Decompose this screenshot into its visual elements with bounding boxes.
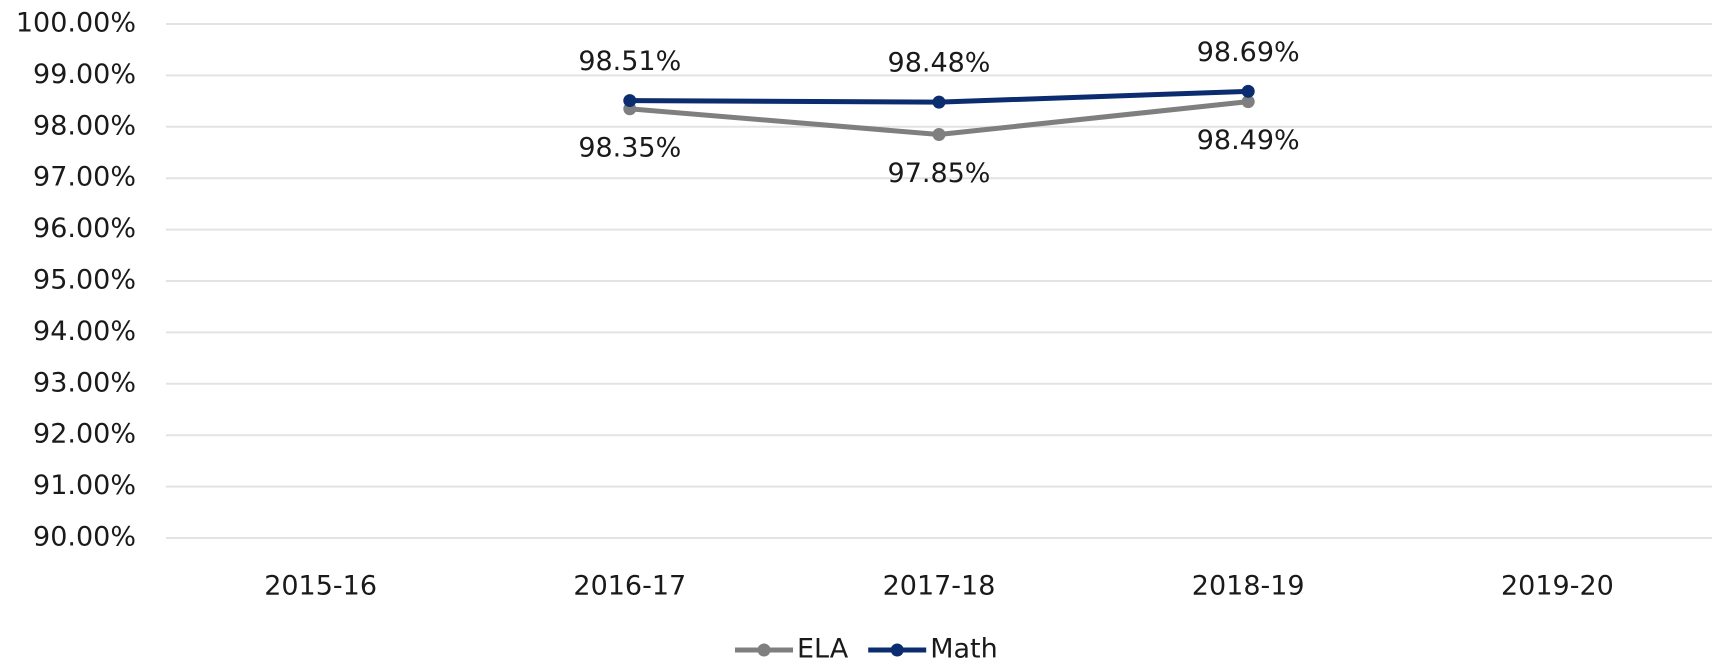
legend-label: Math bbox=[930, 634, 998, 665]
x-tick-label: 2018-19 bbox=[1192, 571, 1305, 602]
y-tick-label: 95.00% bbox=[33, 265, 136, 296]
x-tick-label: 2015-16 bbox=[264, 571, 377, 602]
y-tick-label: 98.00% bbox=[33, 110, 136, 141]
data-label: 98.69% bbox=[1197, 37, 1300, 68]
y-tick-label: 97.00% bbox=[33, 162, 136, 193]
legend-label: ELA bbox=[797, 634, 849, 665]
y-tick-label: 99.00% bbox=[33, 59, 136, 90]
data-label: 98.49% bbox=[1197, 125, 1300, 156]
x-tick-label: 2019-20 bbox=[1501, 571, 1614, 602]
y-tick-label: 93.00% bbox=[33, 367, 136, 398]
legend-marker bbox=[757, 643, 771, 657]
point bbox=[1241, 95, 1255, 109]
y-tick-label: 100.00% bbox=[16, 8, 136, 39]
y-tick-label: 94.00% bbox=[33, 316, 136, 347]
point bbox=[932, 128, 946, 142]
y-tick-label: 90.00% bbox=[33, 522, 136, 553]
point bbox=[623, 94, 637, 108]
x-tick-label: 2016-17 bbox=[573, 571, 686, 602]
y-tick-label: 92.00% bbox=[33, 419, 136, 450]
data-label: 98.51% bbox=[578, 46, 681, 77]
data-label: 97.85% bbox=[888, 158, 991, 189]
data-label: 98.35% bbox=[578, 132, 681, 163]
point bbox=[932, 95, 946, 109]
x-tick-label: 2017-18 bbox=[883, 571, 996, 602]
y-tick-label: 96.00% bbox=[33, 213, 136, 244]
y-tick-label: 91.00% bbox=[33, 470, 136, 501]
legend-marker bbox=[890, 643, 904, 657]
point bbox=[1241, 84, 1255, 98]
data-label: 98.48% bbox=[888, 48, 991, 79]
